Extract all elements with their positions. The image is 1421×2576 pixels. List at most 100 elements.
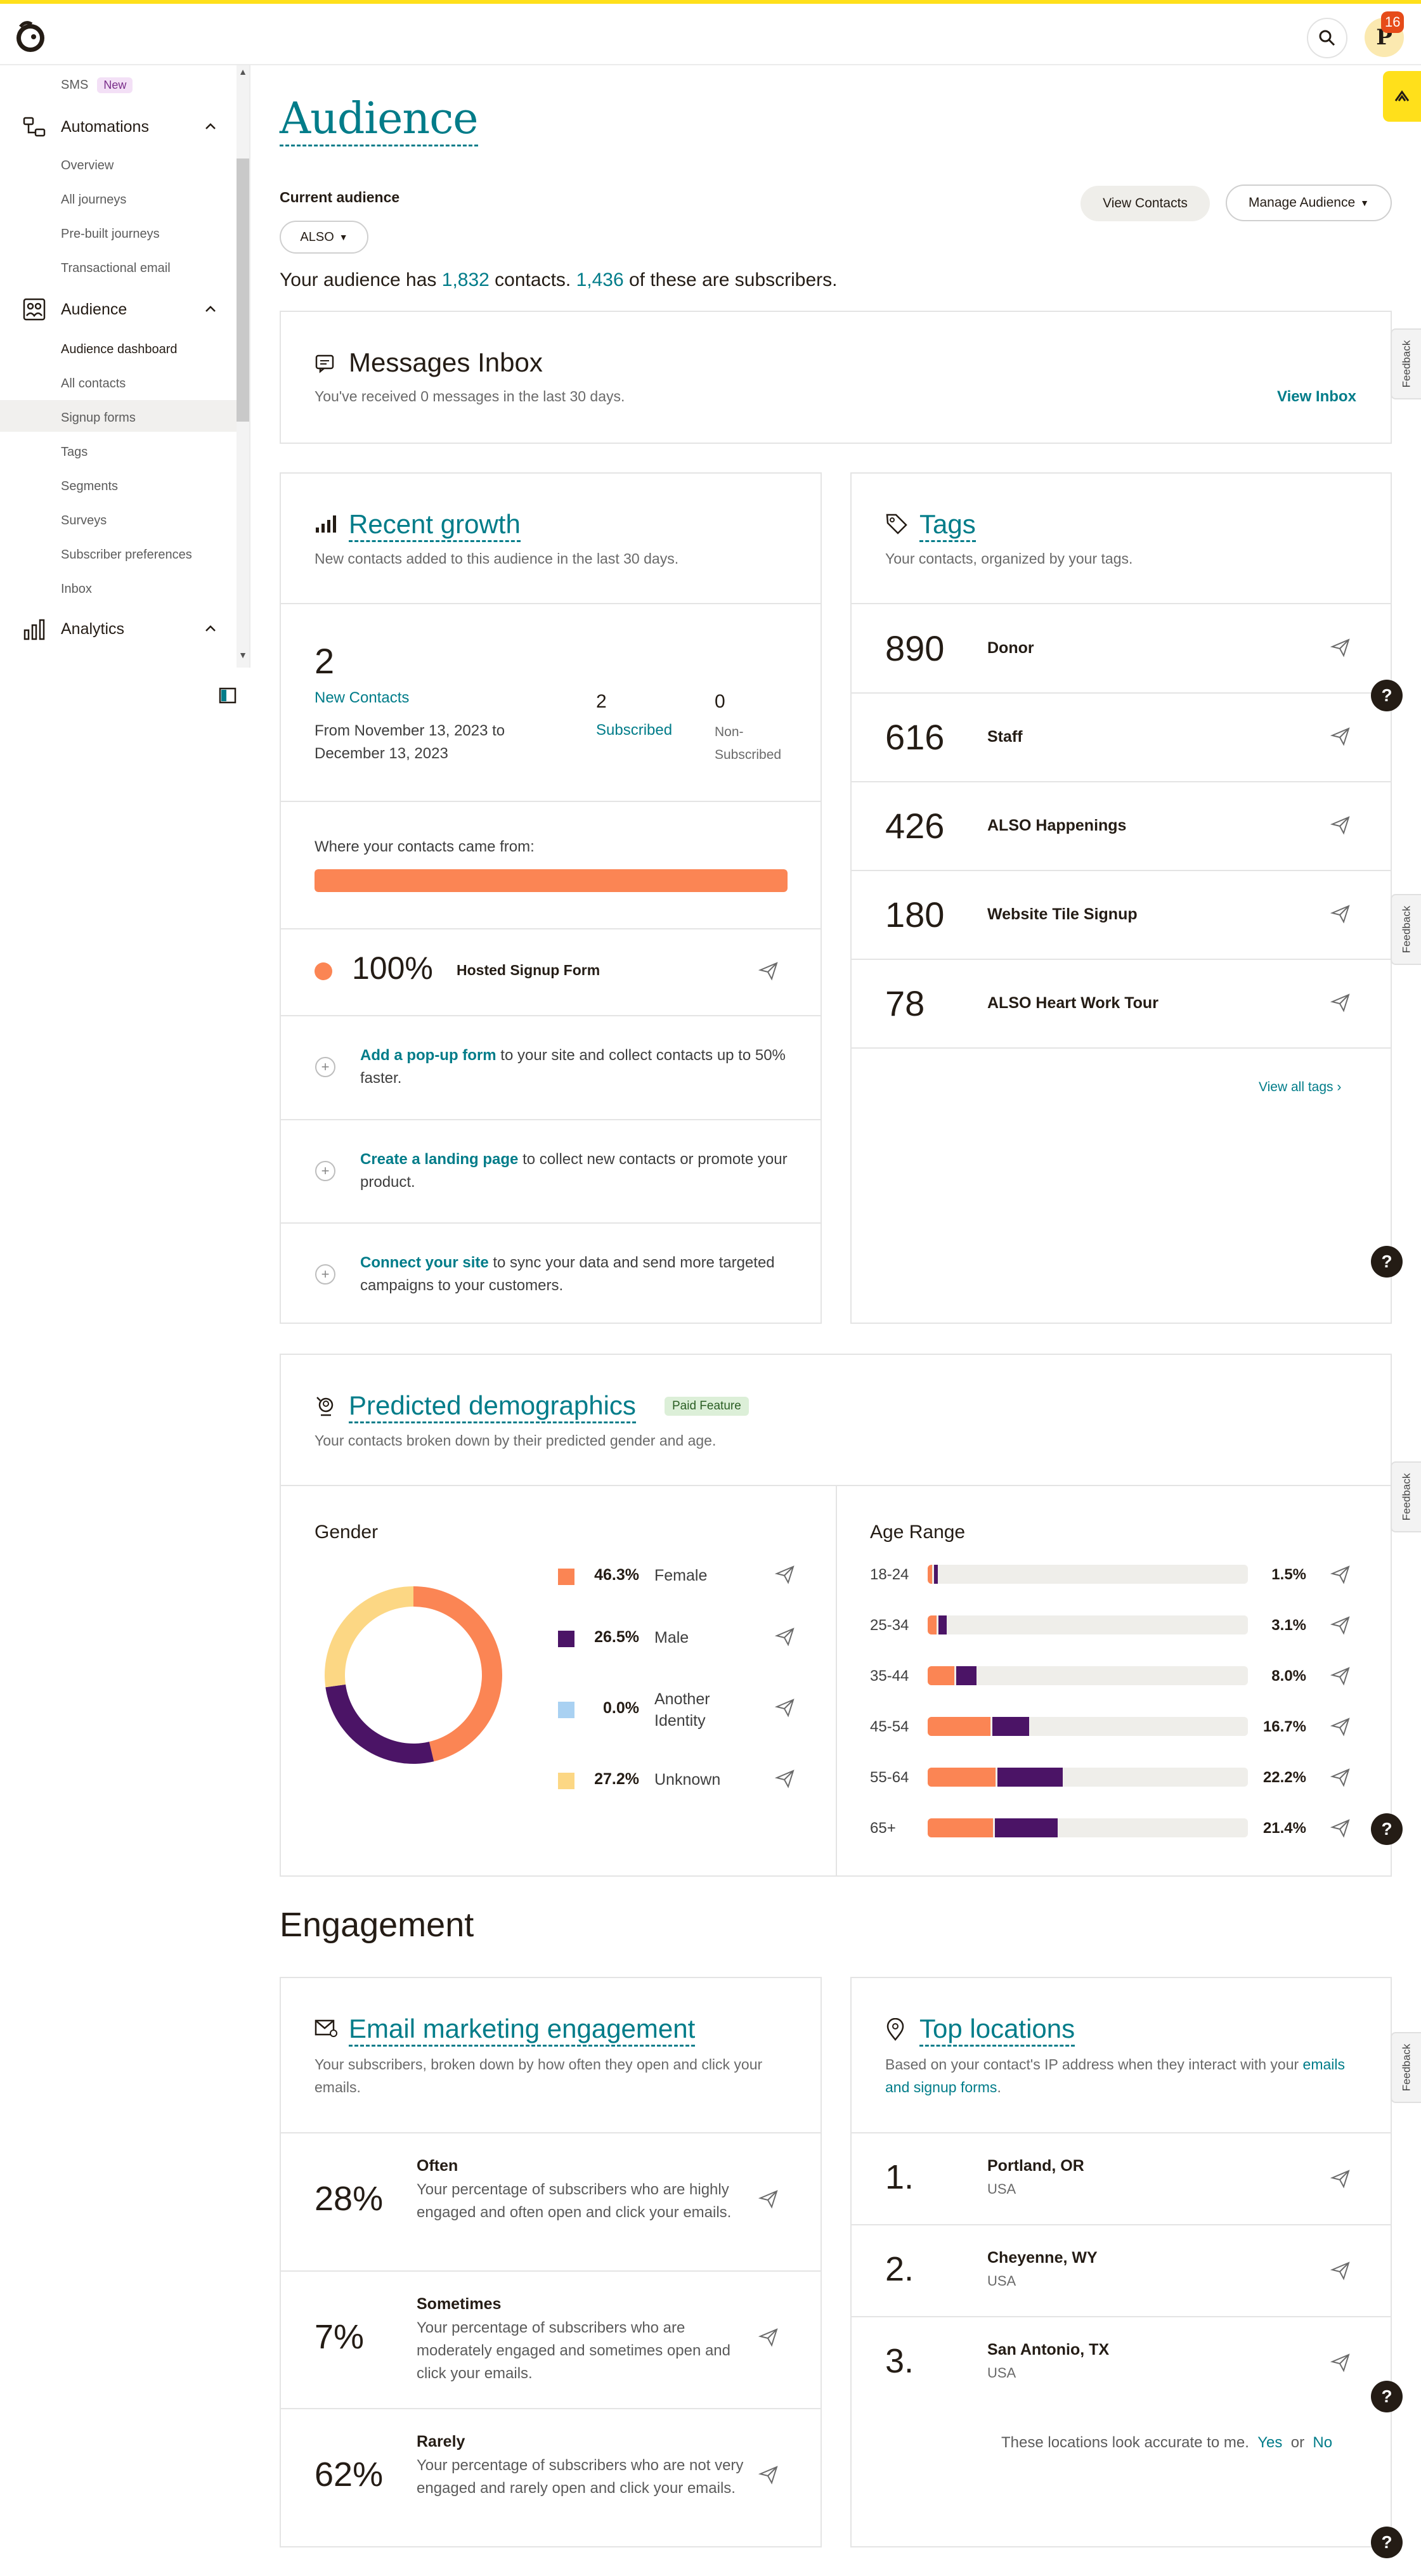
sidebar-item-audience-dashboard[interactable]: Audience dashboard: [61, 342, 178, 356]
help-button[interactable]: ?: [1371, 1246, 1403, 1278]
feedback-tab[interactable]: Feedback: [1391, 1461, 1421, 1532]
recent-growth-title[interactable]: Recent growth: [349, 508, 521, 542]
collapse-sidebar-icon[interactable]: [219, 687, 237, 704]
sidebar-item-sms[interactable]: SMS New: [61, 77, 133, 93]
help-button[interactable]: ?: [1371, 2527, 1403, 2558]
help-button[interactable]: ?: [1371, 2381, 1403, 2412]
feedback-tab[interactable]: Feedback: [1391, 2032, 1421, 2103]
sidebar-item-overview[interactable]: Overview: [61, 159, 114, 172]
send-icon[interactable]: [1330, 1818, 1351, 1838]
tags-title[interactable]: Tags: [919, 508, 976, 542]
send-icon[interactable]: [1330, 2352, 1351, 2372]
view-inbox-link[interactable]: View Inbox: [1277, 388, 1356, 405]
send-icon[interactable]: [1330, 1615, 1351, 1635]
send-icon[interactable]: [1330, 1666, 1351, 1686]
manage-audience-button[interactable]: Manage Audience ▼: [1226, 184, 1392, 221]
scroll-up-arrow-icon[interactable]: ▲: [238, 67, 247, 77]
send-icon[interactable]: [1330, 637, 1351, 657]
tag-name[interactable]: ALSO Heart Work Tour: [987, 994, 1158, 1012]
add-icon[interactable]: +: [315, 1264, 335, 1285]
age-bar-male[interactable]: [938, 1615, 947, 1634]
age-bar-male[interactable]: [956, 1666, 977, 1685]
add-icon[interactable]: +: [315, 1161, 335, 1181]
age-bar-male[interactable]: [994, 1818, 1058, 1837]
send-icon[interactable]: [775, 1564, 795, 1584]
age-bar-male[interactable]: [933, 1565, 938, 1584]
age-bar-female[interactable]: [928, 1565, 932, 1584]
add-icon[interactable]: +: [315, 1057, 335, 1077]
create-landing-page-link[interactable]: Create a landing page: [360, 1151, 519, 1168]
tag-name[interactable]: Website Tile Signup: [987, 905, 1138, 923]
sidebar-item-segments[interactable]: Segments: [61, 479, 119, 493]
tag-name[interactable]: ALSO Happenings: [987, 817, 1127, 834]
email-engagement-title[interactable]: Email marketing engagement: [349, 2013, 696, 2047]
donut-slice-female[interactable]: [413, 1586, 502, 1762]
no-link[interactable]: No: [1313, 2434, 1333, 2451]
send-icon[interactable]: [758, 2327, 779, 2347]
sidebar-section-analytics[interactable]: Analytics: [61, 620, 125, 638]
donut-slice-unknown[interactable]: [325, 1586, 413, 1688]
feedback-tab[interactable]: Feedback: [1391, 328, 1421, 399]
send-icon[interactable]: [1330, 815, 1351, 835]
send-icon[interactable]: [1330, 2260, 1351, 2281]
send-icon[interactable]: [758, 961, 779, 981]
view-all-tags-link[interactable]: View all tags ›: [1259, 1080, 1342, 1094]
chevron-up-icon[interactable]: [203, 302, 218, 317]
sidebar-item-tags[interactable]: Tags: [61, 445, 88, 459]
send-icon[interactable]: [758, 2464, 779, 2485]
predicted-demographics-title[interactable]: Predicted demographics: [349, 1390, 636, 1423]
sidebar-item-all-contacts[interactable]: All contacts: [61, 377, 126, 391]
search-button[interactable]: [1307, 18, 1347, 58]
sidebar-item-signup-forms[interactable]: Signup forms: [61, 411, 136, 425]
chevron-up-icon[interactable]: [203, 119, 218, 134]
connect-your-site-link[interactable]: Connect your site: [360, 1254, 489, 1271]
age-bar-female[interactable]: [928, 1666, 955, 1685]
view-contacts-button[interactable]: View Contacts: [1080, 186, 1210, 221]
scroll-down-arrow-icon[interactable]: ▼: [238, 650, 247, 660]
sidebar-item-prebuilt-journeys[interactable]: Pre-built journeys: [61, 227, 160, 241]
contacts-count[interactable]: 1,832: [441, 269, 490, 290]
tag-name[interactable]: Donor: [987, 639, 1034, 657]
send-icon[interactable]: [775, 1697, 795, 1718]
send-icon[interactable]: [1330, 1564, 1351, 1584]
send-icon[interactable]: [1330, 903, 1351, 924]
feedback-tab[interactable]: Feedback: [1391, 894, 1421, 965]
send-icon[interactable]: [1330, 2168, 1351, 2189]
yes-link[interactable]: Yes: [1257, 2434, 1283, 2451]
chevron-up-icon[interactable]: [203, 621, 218, 637]
send-icon[interactable]: [775, 1626, 795, 1647]
age-bar-female[interactable]: [928, 1818, 993, 1837]
new-contacts-label[interactable]: New Contacts: [315, 689, 410, 706]
send-icon[interactable]: [1330, 1716, 1351, 1737]
sidebar-item-subscriber-preferences[interactable]: Subscriber preferences: [61, 548, 192, 562]
age-bar-female[interactable]: [928, 1717, 991, 1736]
donut-slice-male[interactable]: [325, 1684, 434, 1764]
age-bar-female[interactable]: [928, 1615, 937, 1634]
send-icon[interactable]: [758, 2189, 779, 2209]
age-bar-male[interactable]: [992, 1717, 1030, 1736]
sidebar-section-automations[interactable]: Automations: [61, 118, 149, 136]
tag-name[interactable]: Staff: [987, 728, 1023, 746]
upgrade-tab[interactable]: [1383, 71, 1421, 122]
subscribers-count[interactable]: 1,436: [576, 269, 624, 290]
send-icon[interactable]: [1330, 726, 1351, 746]
emails-signup-forms-link[interactable]: emails and signup forms: [885, 2056, 1346, 2095]
help-button[interactable]: ?: [1371, 680, 1403, 711]
send-icon[interactable]: [1330, 992, 1351, 1013]
send-icon[interactable]: [775, 1768, 795, 1789]
age-bar-female[interactable]: [928, 1768, 996, 1787]
sidebar-section-audience[interactable]: Audience: [61, 301, 127, 318]
help-button[interactable]: ?: [1371, 1813, 1403, 1845]
mailchimp-logo-icon[interactable]: [11, 18, 49, 56]
sidebar-item-inbox[interactable]: Inbox: [61, 582, 92, 596]
sidebar-item-surveys[interactable]: Surveys: [61, 514, 107, 527]
sidebar-scroll-thumb[interactable]: [237, 159, 249, 422]
sidebar-item-all-journeys[interactable]: All journeys: [61, 193, 127, 207]
top-locations-title[interactable]: Top locations: [919, 2013, 1075, 2047]
sidebar-item-transactional-email[interactable]: Transactional email: [61, 261, 171, 275]
audience-selector[interactable]: ALSO ▼: [280, 221, 368, 254]
add-popup-form-link[interactable]: Add a pop-up form: [360, 1047, 496, 1064]
subscribed-label[interactable]: Subscribed: [596, 722, 673, 739]
send-icon[interactable]: [1330, 1767, 1351, 1787]
age-bar-male[interactable]: [997, 1768, 1063, 1787]
